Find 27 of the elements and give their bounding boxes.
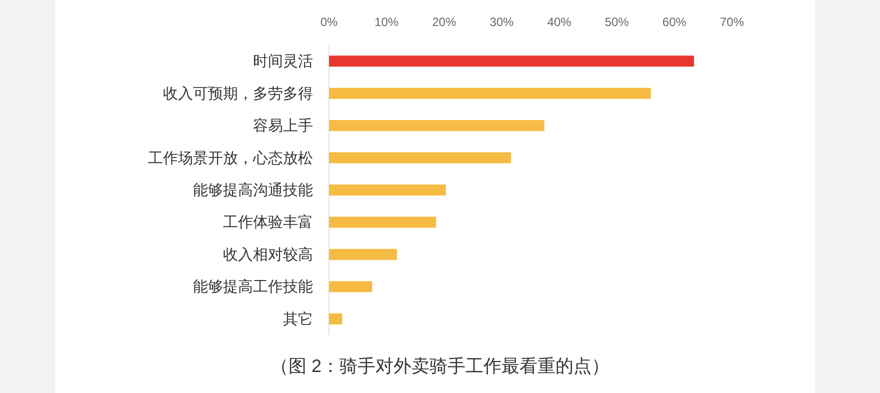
y-tick-label: 时间灵活 [253, 53, 313, 70]
x-tick-label: 60% [662, 15, 687, 29]
bar [329, 88, 651, 99]
x-tick-label: 70% [720, 15, 744, 29]
y-tick-label: 工作体验丰富 [223, 214, 313, 232]
y-tick-label: 能够提高沟通技能 [193, 182, 313, 199]
bar [329, 248, 397, 260]
bar [329, 120, 544, 132]
y-tick-label: 其它 [283, 310, 313, 328]
x-tick-label: 10% [374, 15, 399, 29]
y-tick-label: 收入可预期，多劳多得 [163, 85, 313, 102]
bar [329, 281, 372, 292]
y-tick-label: 收入相对较高 [223, 246, 313, 264]
x-tick-label: 40% [547, 15, 572, 29]
x-tick-label: 0% [320, 15, 338, 29]
bar [329, 152, 511, 164]
y-tick-label: 容易上手 [253, 118, 313, 135]
bar [329, 313, 342, 324]
bar [329, 216, 436, 228]
y-tick-label: 工作场景开放，心态放松 [148, 150, 313, 167]
bar [329, 184, 446, 196]
x-tick-label: 30% [490, 15, 514, 29]
y-tick-label: 能够提高工作技能 [193, 278, 313, 296]
bar [329, 56, 694, 67]
x-tick-label: 50% [604, 15, 630, 29]
text: （图 2：骑手对外卖骑手工作最看重的点） [270, 356, 610, 376]
x-tick-label: 20% [432, 15, 456, 29]
